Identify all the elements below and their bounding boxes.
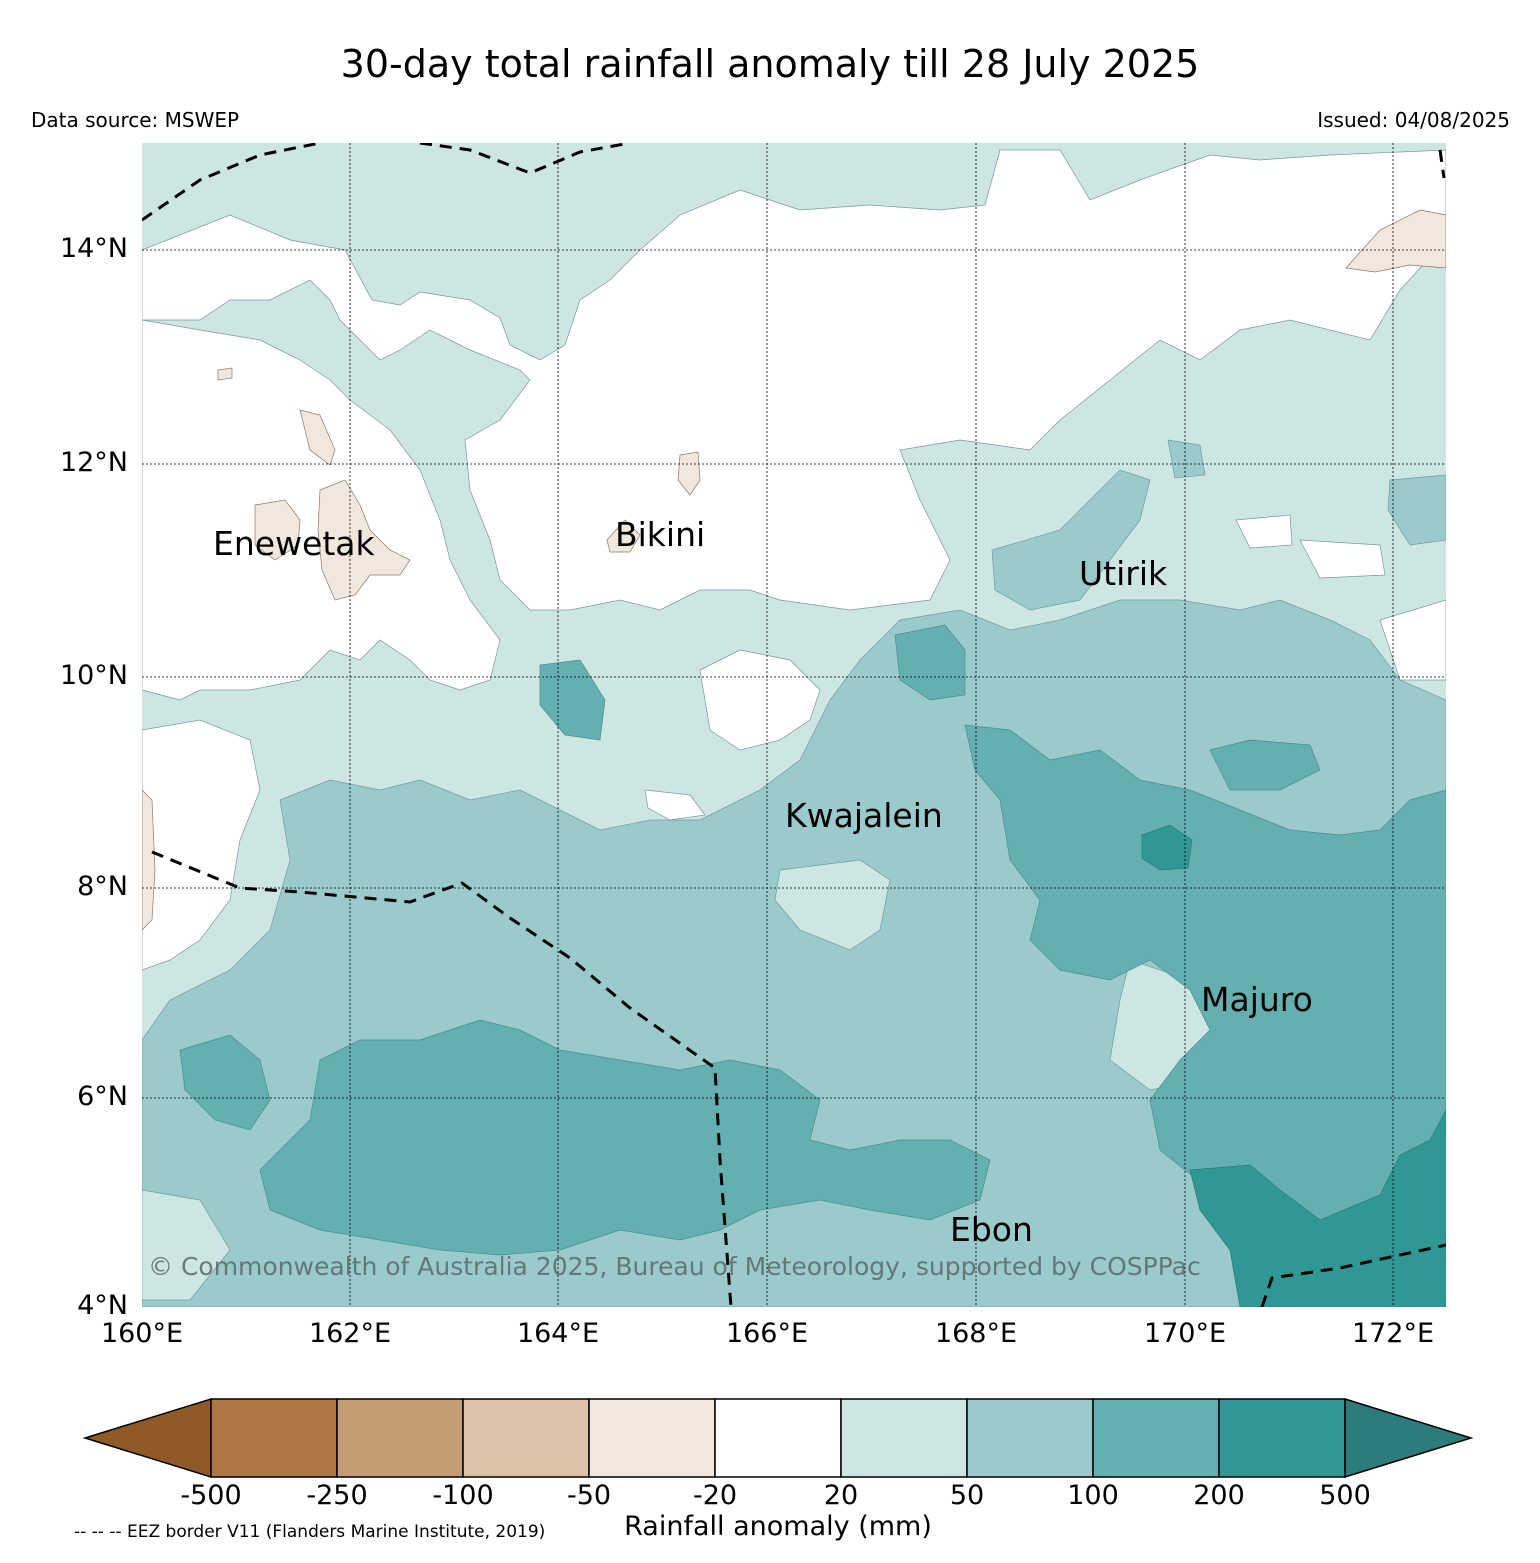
- place-label-ebon: Ebon: [950, 1210, 1033, 1249]
- colorbar-tick: -250: [306, 1480, 368, 1511]
- band-100-200-kwaj: [894, 624, 966, 701]
- band-100-200-south: [259, 1019, 991, 1256]
- colorbar-tick: 200: [1193, 1480, 1245, 1511]
- map-title: 30-day total rainfall anomaly till 28 Ju…: [340, 42, 1200, 86]
- colorbar-tick: 100: [1067, 1480, 1119, 1511]
- place-label-enewetak: Enewetak: [213, 524, 375, 563]
- colorbar-tick: 500: [1319, 1480, 1371, 1511]
- lon-label: 162°E: [308, 1318, 392, 1349]
- lon-label: 164°E: [516, 1318, 600, 1349]
- colorbar-tick: 50: [949, 1480, 985, 1511]
- colorbar-extend-low: [82, 1397, 212, 1479]
- colorbar-extend-high: [1344, 1397, 1474, 1479]
- lat-label: 4°N: [77, 1290, 128, 1321]
- band-neutral-island-a: [644, 789, 706, 821]
- place-label-utirik: Utirik: [1079, 554, 1168, 593]
- colorbar-title: Rainfall anomaly (mm): [624, 1511, 932, 1542]
- band-dry-northeast: [1345, 209, 1446, 273]
- lat-label: 8°N: [77, 871, 128, 902]
- lon-label: 166°E: [725, 1318, 809, 1349]
- issued-date: Issued: 04/08/2025: [1317, 108, 1510, 132]
- band-200-500-spot: [1141, 824, 1193, 871]
- lon-label: 172°E: [1351, 1318, 1435, 1349]
- colorbar-tick: -100: [432, 1480, 494, 1511]
- colorbar-tick: -500: [180, 1480, 242, 1511]
- colorbar-tick: -20: [692, 1480, 738, 1511]
- band-dry-west-edge: [142, 367, 233, 931]
- lat-label: 14°N: [59, 233, 128, 264]
- band-neutral-southwest: [142, 719, 261, 971]
- place-label-kwajalein: Kwajalein: [785, 796, 943, 835]
- colorbar-tick: 20: [823, 1480, 859, 1511]
- lon-label: 168°E: [934, 1318, 1018, 1349]
- lat-label: 12°N: [59, 447, 128, 478]
- place-label-bikini: Bikini: [615, 515, 706, 554]
- colorbar-tick: -50: [566, 1480, 612, 1511]
- eez-border-note: -- -- -- EEZ border V11 (Flanders Marine…: [74, 1522, 546, 1542]
- copyright-notice: © Commonwealth of Australia 2025, Bureau…: [148, 1252, 1201, 1281]
- gridlines: [142, 143, 1446, 1307]
- band-neutral-north: [142, 149, 1446, 611]
- band-50-100-utirik: [991, 469, 1151, 611]
- data-source: Data source: MSWEP: [31, 108, 240, 132]
- eez-border: [142, 143, 1446, 1307]
- place-label-majuro: Majuro: [1201, 980, 1313, 1019]
- band-100-200-west: [179, 659, 1321, 1131]
- lat-label: 6°N: [77, 1081, 128, 1112]
- band-50-100-northeast: [1167, 439, 1446, 546]
- band-dry-enewetak: [254, 409, 411, 601]
- lon-label: 170°E: [1143, 1318, 1227, 1349]
- lon-label: 160°E: [100, 1318, 184, 1349]
- band-dry-bikini: [606, 451, 701, 553]
- lat-label: 10°N: [59, 660, 128, 691]
- band-neutral-central: [699, 649, 821, 751]
- map-fill-layer: [142, 143, 1446, 1307]
- colorbar: [82, 1397, 1474, 1479]
